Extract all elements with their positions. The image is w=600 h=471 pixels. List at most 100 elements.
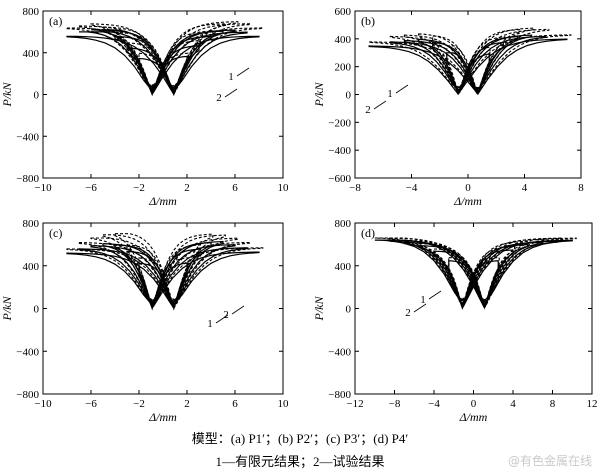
watermark: @有色金属在线 [507,454,592,468]
curve-label-2: 2 [405,307,411,319]
caption-models: 模型：(a) P1′；(b) P2′；(c) P3′；(d) P4′ [191,431,409,446]
x-tick-label: 6 [232,398,238,410]
x-tick-label: −10 [34,182,52,194]
y-axis-label: P/kN [312,296,326,322]
panel-label: (d) [361,226,375,240]
y-tick-label: −400 [16,346,39,358]
x-tick-label: −2 [133,182,145,194]
y-tick-label: 0 [346,90,352,102]
hysteresis-loop-series-2 [78,241,251,309]
y-tick-label: 0 [34,90,40,102]
x-tick-label: 10 [278,182,290,194]
hysteresis-loop-series-1 [66,251,260,308]
y-tick-label: 800 [23,218,40,230]
y-tick-label: 400 [23,261,40,273]
hysteresis-loop-series-2 [102,23,226,96]
hysteresis-loop-series-1 [90,29,236,87]
hysteresis-loop-series-2 [66,27,264,94]
chart-panel-d: −12 −8 −4 0 4 8 12 −800 −400 0 400 800 Δ/mm P/kN (d) 12 [312,218,598,424]
hysteresis-loop-series-2 [138,257,189,309]
x-tick-label: −12 [346,398,363,410]
curve-label-2: 2 [365,104,371,116]
y-axis-label: P/kN [0,82,14,108]
curve-label-1: 1 [228,71,234,83]
panel-label: (b) [361,14,375,28]
y-tick-label: −800 [16,173,39,185]
hysteresis-loop-series-2 [368,34,572,93]
y-tick-label: −800 [16,389,39,401]
x-axis-label: Δ/mm [148,194,177,208]
curve-leader-1 [236,67,250,77]
curve-leader-1 [428,290,442,300]
y-tick-label: 0 [34,304,40,316]
x-tick-label: −2 [133,398,145,410]
y-tick-label: 800 [23,6,40,18]
plot-frame [354,222,593,395]
curve-label-1: 1 [387,88,393,100]
x-tick-label: 0 [471,398,477,410]
x-tick-label: −8 [349,182,361,194]
y-axis-label: P/kN [0,296,14,322]
curve-leader-2 [413,303,427,313]
x-tick-label: 4 [510,398,516,410]
x-tick-label: 10 [278,398,290,410]
x-tick-label: −8 [389,398,401,410]
curve-label-2: 2 [223,309,229,321]
y-tick-label: 400 [335,34,352,46]
y-tick-label: 800 [335,218,352,230]
y-tick-label: 400 [23,48,40,60]
x-axis-label: Δ/mm [459,410,488,424]
hysteresis-loop-series-2 [90,21,239,91]
hysteresis-loop-series-1 [389,35,547,93]
hysteresis-loop-series-2 [138,52,189,95]
x-axis-label: Δ/mm [148,410,177,424]
hysteresis-loop-series-2 [403,27,535,92]
x-tick-label: 2 [184,398,190,410]
y-tick-label: 400 [335,261,352,273]
figure-canvas: −10 −6 −2 2 6 10−800−4000400800Δ/mmP/kN(a)12−… [0,6,598,424]
y-tick-label: −400 [328,145,351,157]
caption-legend: 1—有限元结果；2—试验结果 [215,454,385,469]
hysteresis-loop-series-2 [66,247,264,308]
panel-label: (a) [49,14,62,28]
x-tick-label: 6 [232,182,238,194]
y-tick-label: −400 [16,131,39,143]
curve-leader-2 [373,100,387,110]
hysteresis-loop-series-2 [90,237,239,305]
y-tick-label: −400 [328,346,351,358]
hysteresis-loop-series-2 [418,29,520,95]
x-tick-label: 8 [578,182,584,194]
hysteresis-loop-series-2 [102,234,226,310]
y-tick-label: −200 [328,117,351,129]
curve-leader-1 [395,84,409,94]
curve-label-2: 2 [216,92,222,104]
curve-leader-1 [215,314,229,324]
chart-panel-b: −8 −4 0 4 8 −600 −400 −200 0 200 400 600 Δ/mm P/kN (b)… [312,6,584,208]
x-axis-label: Δ/mm [453,194,482,208]
hysteresis-loop-series-2 [389,28,550,96]
hysteresis-loop-series-2 [432,35,506,95]
hysteresis-loop-series-2 [374,237,577,308]
x-tick-label: 12 [587,398,598,410]
hysteresis-loop-series-2 [418,240,531,307]
x-tick-label: −10 [34,398,52,410]
curve-leader-2 [231,305,245,315]
hysteresis-loop-series-2 [78,23,251,95]
y-tick-label: 600 [335,6,352,18]
curve-label-1: 1 [207,318,213,330]
x-tick-label: −4 [406,182,418,194]
x-tick-label: 8 [550,398,556,410]
y-tick-label: −800 [328,389,351,401]
x-tick-label: −6 [85,182,97,194]
hysteresis-loop-series-2 [114,233,214,311]
curve-label-1: 1 [420,294,426,306]
x-tick-label: 0 [465,182,471,194]
y-tick-label: 200 [335,62,352,74]
y-axis-label: P/kN [312,82,326,108]
hysteresis-loop-series-1 [374,239,573,308]
panel-label: (c) [49,226,62,240]
x-tick-label: 4 [522,182,528,194]
hysteresis-loop-series-2 [433,246,516,310]
